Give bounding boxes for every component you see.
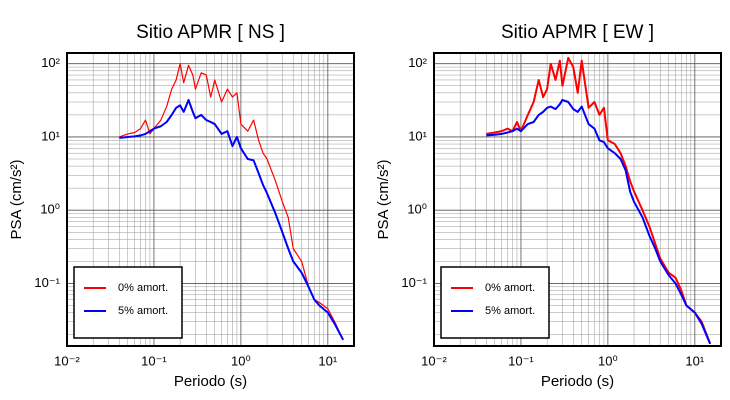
x-axis-label: Periodo (s) [541,373,614,390]
data-line [119,98,345,341]
chart: 10⁻² 10⁻¹ 10⁰ 10¹ 10⁻¹ 10⁰ 10¹ 10² Sitio APMR [ … [8,22,355,390]
y-tick-label: 10⁻¹ [401,275,427,290]
data-line [486,56,712,345]
y-tick-label: 10² [408,55,427,70]
y-tick-label: 10¹ [41,128,60,143]
y-axis-label: PSA (cm/s²) [8,159,25,239]
x-tick-label: 10¹ [685,353,704,368]
chart-title: Sitio APMR [ NS ] [136,22,285,43]
x-tick-label: 10¹ [318,353,337,368]
data-line [486,98,712,345]
x-tick-label: 10⁰ [598,353,618,368]
chart: 10⁻² 10⁻¹ 10⁰ 10¹ 10⁻¹ 10⁰ 10¹ 10² Sitio APMR [ … [375,22,722,390]
y-tick-label: 10⁰ [40,202,60,217]
x-tick-label: 10⁻¹ [508,353,534,368]
data-line [119,63,344,341]
y-tick-label: 10² [41,55,60,70]
y-tick-label: 10⁻¹ [34,275,60,290]
legend-label: 5% amort. [118,305,168,317]
x-tick-label: 10⁻¹ [141,353,167,368]
x-tick-label: 10⁻² [54,353,80,368]
legend-label: 5% amort. [485,305,535,317]
legend-label: 0% amort. [118,282,168,294]
legend-box [73,266,183,339]
chart-title: Sitio APMR [ EW ] [501,22,654,43]
x-tick-label: 10⁰ [231,353,251,368]
x-axis-label: Periodo (s) [174,373,247,390]
legend-box [440,266,550,339]
x-tick-label: 10⁻² [421,353,447,368]
legend-label: 0% amort. [485,282,535,294]
y-tick-label: 10⁰ [407,202,427,217]
plot-frame [433,52,722,347]
y-tick-label: 10¹ [408,128,427,143]
y-axis-label: PSA (cm/s²) [375,159,392,239]
plot-frame [66,52,355,347]
